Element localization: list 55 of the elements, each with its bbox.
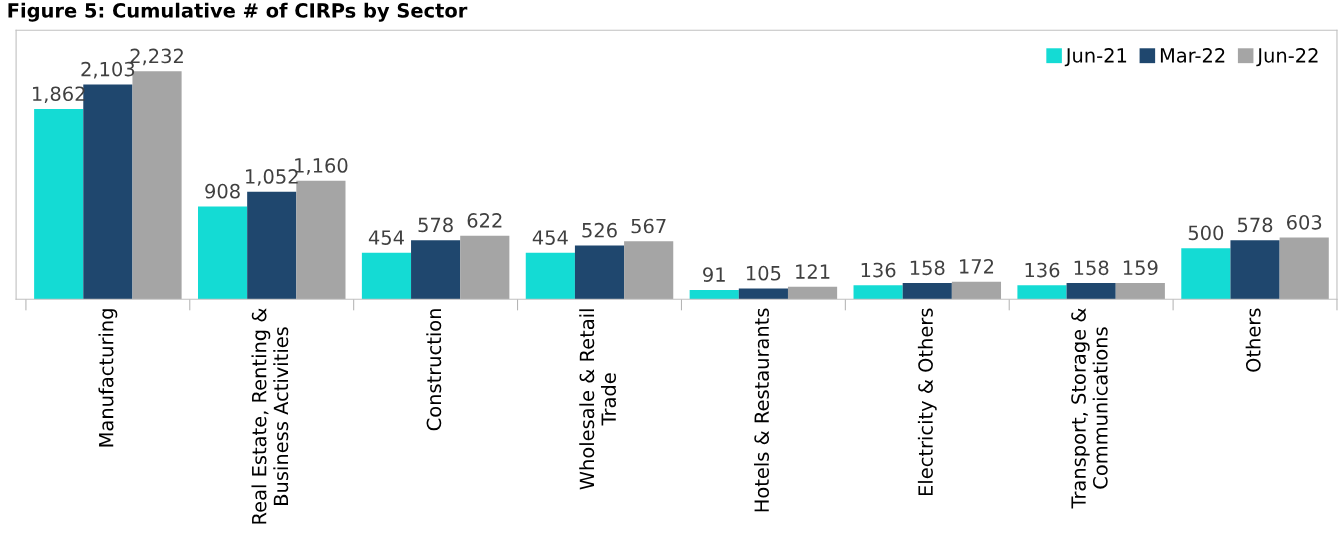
bar [853, 285, 903, 300]
x-tick-label: Manufacturing [98, 309, 118, 447]
data-label: 172 [960, 259, 994, 274]
bar [132, 71, 182, 300]
data-label: 158 [910, 260, 945, 276]
data-label: 159 [1123, 260, 1158, 276]
bar [689, 289, 739, 300]
x-tick-label: Transport, Storage & Communications [1071, 308, 1108, 509]
data-label: 500 [1188, 225, 1224, 241]
data-label: 526 [582, 222, 617, 238]
data-label: 158 [1074, 260, 1109, 276]
data-label: 908 [205, 183, 240, 199]
x-tick-label: Wholesale & Retail Trade [579, 309, 617, 490]
data-label: 105 [746, 265, 781, 281]
data-label: 603 [1287, 214, 1322, 230]
bar [902, 283, 952, 300]
chart-title: Figure 5: Cumulative # of CIRPs by Sector [8, 2, 468, 22]
x-tick-label: Hotels & Restaurants [753, 308, 770, 512]
data-label: 454 [532, 230, 568, 245]
bar [624, 241, 674, 300]
bar [460, 235, 510, 300]
bar [83, 84, 133, 300]
data-label: 91 [703, 267, 725, 282]
bar [525, 252, 575, 300]
data-label: 578 [1237, 217, 1273, 233]
x-tick-label: Electricity & Others [917, 308, 937, 496]
bar [34, 109, 84, 300]
bar [411, 240, 461, 300]
data-label: 454 [368, 230, 404, 245]
bar [1115, 282, 1165, 300]
data-label: 136 [861, 262, 896, 278]
x-tick-label: Real Estate, Renting & Business Activities [251, 308, 289, 524]
bar [574, 245, 625, 300]
data-label: 567 [631, 218, 666, 234]
data-label: 622 [467, 213, 502, 228]
bar [951, 281, 1002, 300]
bar [1279, 237, 1329, 300]
data-label: 121 [796, 264, 830, 279]
bar [1230, 240, 1280, 300]
legend-label: Mar-22 [1160, 48, 1225, 63]
x-tick-label: Construction [426, 309, 442, 431]
bar [787, 286, 838, 300]
bar [198, 206, 248, 300]
data-label: 136 [1025, 262, 1060, 278]
x-tick-label: Others [1245, 308, 1261, 372]
bar [1066, 283, 1116, 300]
legend-label: Jun-22 [1256, 48, 1318, 67]
bar [247, 191, 297, 300]
bar [1017, 285, 1067, 300]
data-label: 578 [418, 217, 453, 233]
bar [361, 252, 412, 300]
bar [738, 288, 788, 300]
bar [1181, 248, 1231, 300]
legend-label: Jun-21 [1064, 48, 1127, 67]
bar [296, 180, 346, 300]
